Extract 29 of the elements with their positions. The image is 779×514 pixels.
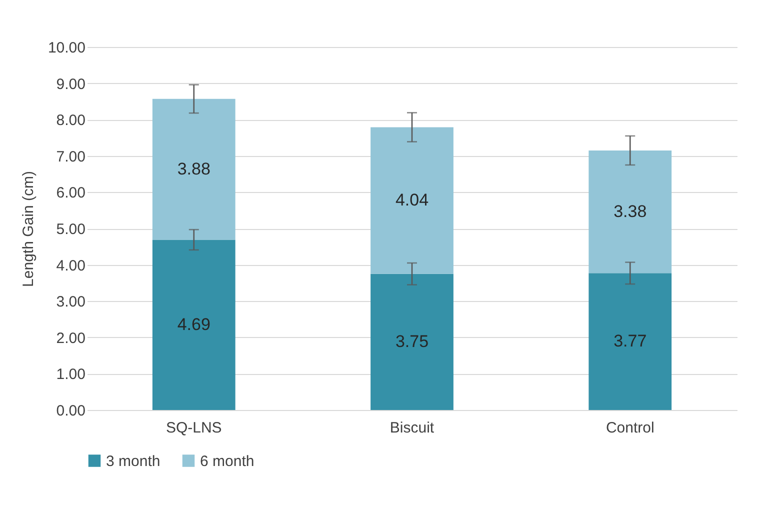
- y-tick-label: 7.00: [56, 148, 86, 166]
- x-tick-label: Biscuit: [390, 420, 435, 436]
- x-tick-label: Control: [606, 420, 654, 436]
- bar: [370, 274, 454, 410]
- legend-label: 6 month: [200, 452, 254, 470]
- bar: [588, 150, 672, 274]
- y-tick-label: 8.00: [56, 112, 86, 130]
- data-label: 3.77: [614, 332, 647, 351]
- bar: [152, 240, 236, 410]
- y-tick-label: 1.00: [56, 366, 86, 384]
- y-tick-label: 0.00: [56, 402, 86, 420]
- legend-label: 3 month: [106, 452, 160, 470]
- bar: [370, 127, 454, 274]
- data-label: 3.88: [177, 159, 210, 178]
- y-tick-label: 3.00: [56, 294, 86, 311]
- bar: [152, 98, 236, 240]
- y-axis-title: Length Gain (cm): [20, 171, 37, 287]
- data-label: 3.75: [395, 332, 429, 351]
- y-tick-label: 6.00: [56, 184, 86, 202]
- bar: [588, 273, 672, 410]
- x-tick-label: SQ-LNS: [166, 420, 222, 436]
- data-label: 3.38: [614, 202, 647, 221]
- y-tick-label: 9.00: [56, 76, 86, 93]
- data-label: 4.69: [177, 314, 210, 334]
- y-tick-label: 2.00: [56, 330, 86, 347]
- data-label: 4.04: [395, 190, 429, 210]
- y-tick-label: 10.00: [48, 40, 86, 56]
- y-tick-label: 5.00: [56, 221, 86, 238]
- y-tick-label: 4.00: [56, 257, 86, 274]
